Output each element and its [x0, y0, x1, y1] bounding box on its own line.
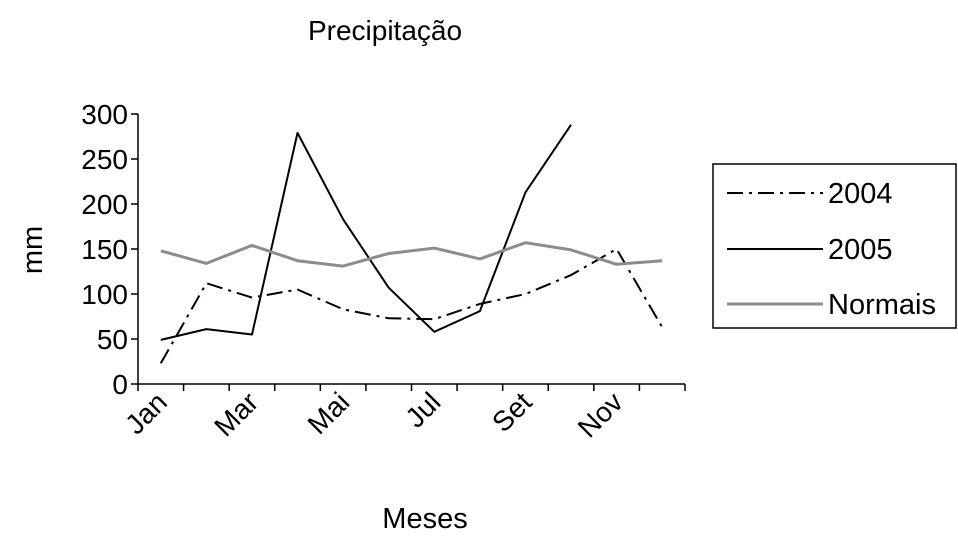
- legend-label-normais: Normais: [828, 289, 936, 321]
- legend-label-2004: 2004: [828, 178, 893, 210]
- series-line-2005: [160, 124, 572, 341]
- series-lines: [159, 124, 664, 364]
- y-tick-label: 200: [81, 189, 128, 220]
- x-tick-label: Jul: [399, 386, 446, 433]
- x-tick-label: Set: [486, 386, 538, 438]
- y-tick-label: 50: [97, 324, 128, 355]
- x-tick-label: Mai: [302, 386, 356, 440]
- y-tick-label: 150: [81, 234, 128, 265]
- legend-box: [712, 163, 957, 329]
- y-tick-label: 100: [81, 279, 128, 310]
- chart-title: Precipitação: [308, 15, 462, 46]
- y-tick-label: 250: [81, 144, 128, 175]
- x-tick-label: Mar: [208, 386, 264, 442]
- y-tick-label: 0: [112, 369, 128, 400]
- legend-label-2005: 2005: [828, 234, 893, 266]
- x-tick-label: Nov: [572, 386, 629, 443]
- legend: 2004 2005 Normais: [712, 163, 957, 329]
- y-tick-label: 300: [81, 99, 128, 130]
- y-axis-label: mm: [17, 226, 49, 274]
- series-line-normais: [160, 241, 663, 268]
- series-line-2004: [159, 248, 664, 364]
- x-axis-label: Meses: [382, 503, 467, 535]
